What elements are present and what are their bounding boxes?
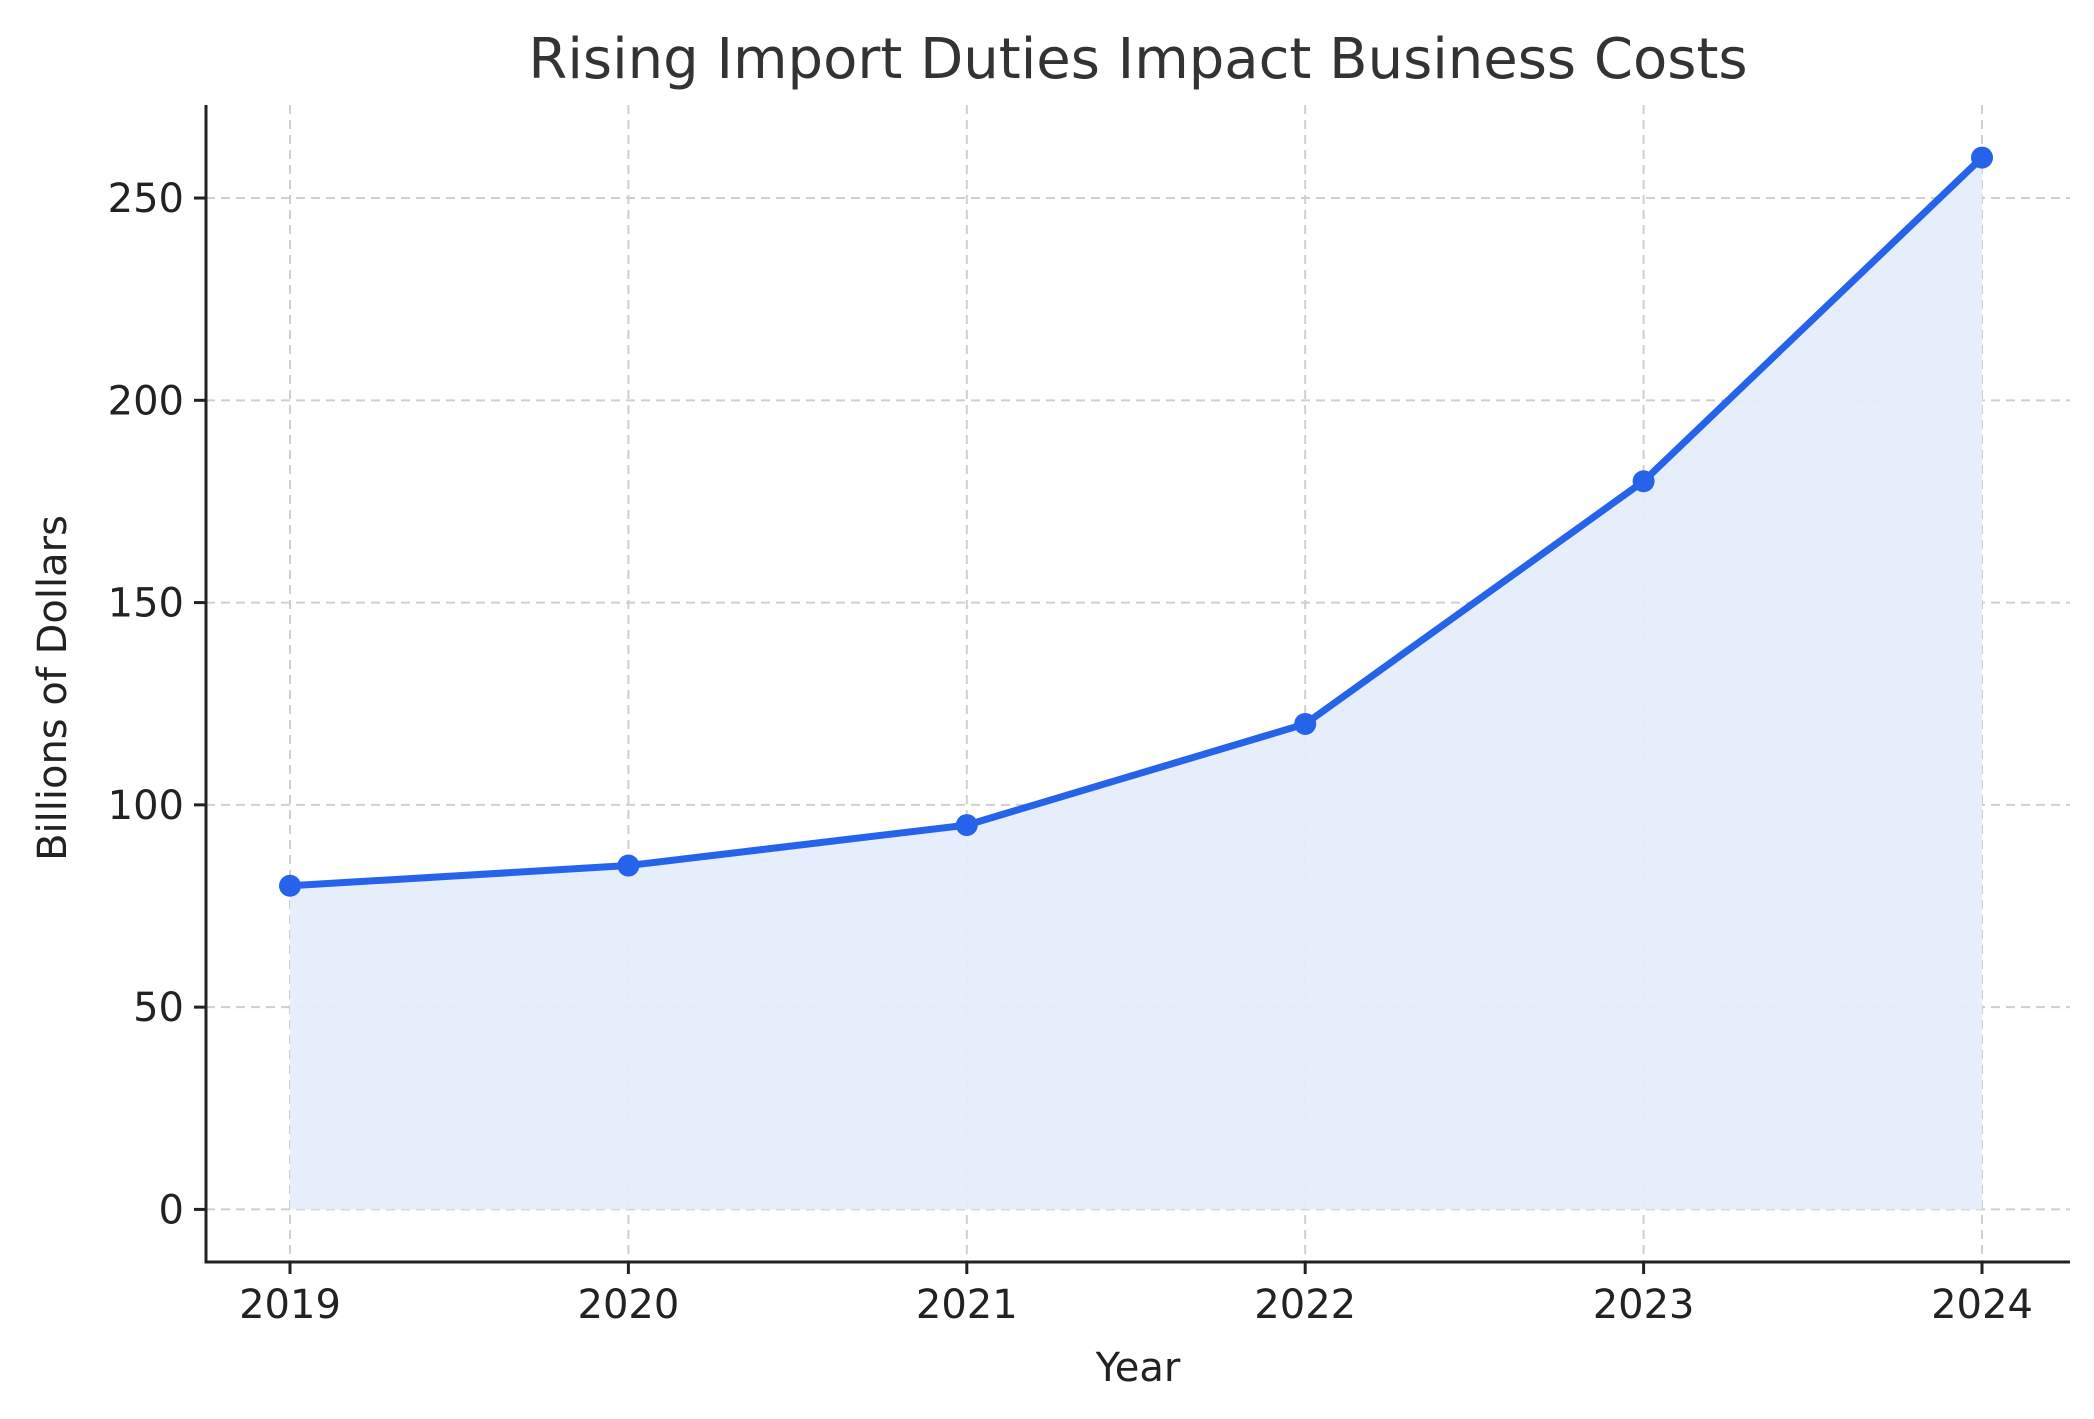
- y-tick-label-200: 200: [108, 378, 184, 424]
- chart-title: Rising Import Duties Impact Business Cos…: [528, 27, 1747, 92]
- y-axis-label: Billions of Dollars: [30, 515, 76, 861]
- x-tick-label-2022: 2022: [1254, 1282, 1356, 1328]
- y-tick-label-150: 150: [108, 581, 184, 627]
- x-axis-ticks: 2019 2020 2021 2022 2023 2024: [239, 1262, 2033, 1328]
- x-tick-label-2021: 2021: [916, 1282, 1018, 1328]
- y-tick-label-0: 0: [159, 1187, 184, 1233]
- data-point-2019: [279, 874, 301, 897]
- data-point-2022: [1294, 712, 1317, 735]
- axis-spines: [204, 105, 2070, 1264]
- series-line: [286, 154, 1986, 890]
- x-axis-label: Year: [1095, 1345, 1181, 1391]
- data-point-2020: [617, 854, 640, 877]
- area-fill: [290, 157, 1982, 1210]
- x-tick-label-2024: 2024: [1931, 1282, 2033, 1328]
- y-tick-label-250: 250: [108, 176, 184, 222]
- data-point-2023: [1632, 470, 1655, 493]
- data-point-2021: [955, 814, 978, 837]
- x-tick-label-2023: 2023: [1593, 1282, 1695, 1328]
- data-points: [279, 146, 1993, 897]
- y-axis-ticks: 0 50 100 150 200 250: [108, 176, 206, 1233]
- data-point-2024: [1971, 146, 1993, 169]
- y-tick-label-100: 100: [108, 783, 184, 829]
- y-tick-label-50: 50: [133, 985, 184, 1031]
- x-tick-label-2020: 2020: [578, 1282, 680, 1328]
- x-tick-label-2019: 2019: [239, 1282, 341, 1328]
